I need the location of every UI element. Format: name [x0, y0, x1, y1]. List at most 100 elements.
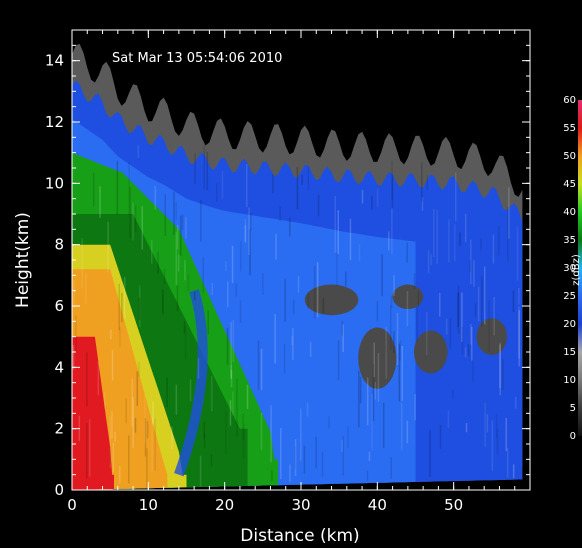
- echo-streak: [128, 435, 130, 484]
- colorbar: 0 5 10 15 20 25 30 35 40 45 50 55 60 z(dBz): [563, 95, 582, 442]
- echo-streak: [387, 231, 390, 251]
- echo-streak: [144, 418, 147, 457]
- echo-streak: [518, 310, 521, 367]
- echo-streak: [141, 206, 144, 250]
- echo-streak: [445, 318, 448, 335]
- echo-streak: [413, 273, 416, 290]
- colorbar-tick-label: 15: [563, 347, 576, 358]
- echo-streak: [176, 225, 179, 250]
- echo-streak: [472, 359, 474, 382]
- echo-streak: [457, 285, 460, 334]
- echo-streak: [134, 205, 137, 233]
- echo-streak: [226, 281, 229, 308]
- echo-streak: [465, 422, 468, 433]
- echo-streak: [109, 446, 111, 465]
- echo-streak: [488, 300, 490, 353]
- echo-streak: [499, 344, 501, 389]
- echo-streak: [111, 349, 114, 381]
- echo-streak: [271, 470, 273, 482]
- echo-streak: [162, 289, 164, 315]
- echo-streak: [483, 266, 486, 325]
- echo-streak: [119, 327, 121, 348]
- echo-streak: [193, 291, 196, 301]
- colorbar-tick-label: 5: [570, 403, 576, 414]
- echo-streak: [184, 325, 187, 360]
- echo-streak: [166, 377, 168, 408]
- echo-streak: [86, 352, 88, 407]
- echo-streak: [270, 405, 272, 463]
- echo-streak: [474, 303, 477, 317]
- echo-streak: [498, 226, 500, 256]
- y-tick-label: 4: [54, 358, 64, 376]
- echo-streak: [104, 392, 106, 409]
- echo-streak: [414, 394, 416, 421]
- echo-streak: [229, 400, 232, 426]
- echo-streak: [73, 280, 75, 308]
- echo-streak: [313, 265, 316, 319]
- echo-streak: [232, 391, 234, 416]
- echo-streak: [358, 370, 360, 428]
- echo-streak: [257, 340, 260, 390]
- y-axis: 0 2 4 6 8 10 12 14: [45, 29, 530, 499]
- echo-streak: [416, 307, 418, 342]
- echo-streak: [436, 209, 438, 265]
- echo-streak: [86, 423, 88, 479]
- echo-streak: [175, 232, 178, 285]
- x-tick-label: 30: [291, 496, 310, 514]
- x-tick-label: 50: [444, 496, 463, 514]
- y-tick-label: 0: [54, 481, 64, 499]
- echo-streak: [121, 292, 123, 323]
- echo-streak: [246, 384, 249, 410]
- echo-streak: [373, 342, 375, 378]
- colorbar-bar: [578, 100, 582, 436]
- echo-streak: [391, 208, 393, 254]
- echo-streak: [341, 320, 344, 336]
- echo-streak: [81, 237, 83, 288]
- echo-streak: [383, 402, 385, 449]
- echo-streak: [359, 376, 362, 404]
- echo-streak: [250, 212, 252, 231]
- vertical-streaks: [72, 142, 524, 488]
- echo-streak: [164, 194, 167, 236]
- echo-streak: [194, 153, 196, 185]
- echo-streak: [225, 411, 227, 455]
- echo-streak: [461, 292, 463, 342]
- echo-streak: [406, 242, 408, 263]
- echo-streak: [111, 410, 113, 439]
- echo-streak: [245, 164, 248, 208]
- echo-streak: [337, 210, 340, 255]
- echo-streak: [230, 322, 232, 380]
- echo-streak: [131, 378, 134, 427]
- echo-streak: [175, 384, 178, 415]
- echo-streak: [309, 341, 312, 357]
- echo-streak: [244, 225, 247, 243]
- echo-streak: [275, 233, 277, 260]
- echo-streak: [492, 234, 495, 264]
- echo-streak: [260, 348, 263, 391]
- colorbar-title: z(dBz): [571, 254, 582, 286]
- echo-streak: [173, 191, 175, 236]
- echo-streak: [129, 186, 131, 238]
- echo-streak: [316, 262, 319, 318]
- echo-streak: [426, 174, 429, 190]
- echo-streak: [512, 464, 515, 479]
- echo-streak: [163, 269, 166, 285]
- echo-streak: [393, 275, 395, 297]
- echo-streak: [203, 142, 206, 190]
- echo-streak: [294, 446, 296, 469]
- echo-streak: [300, 408, 302, 461]
- echo-streak: [157, 251, 159, 274]
- y-tick-label: 6: [54, 297, 64, 315]
- echo-streak: [376, 188, 379, 208]
- x-tick-label: 40: [368, 496, 387, 514]
- echo-streak: [457, 292, 459, 328]
- echo-streak: [371, 393, 373, 451]
- echo-streak: [521, 465, 524, 476]
- echo-streak: [292, 299, 295, 315]
- echo-streak: [118, 283, 120, 331]
- echo-streak: [199, 455, 202, 487]
- echo-streak: [244, 219, 247, 242]
- echo-streak: [154, 418, 156, 471]
- echo-streak: [154, 185, 156, 210]
- echo-streak: [518, 306, 520, 359]
